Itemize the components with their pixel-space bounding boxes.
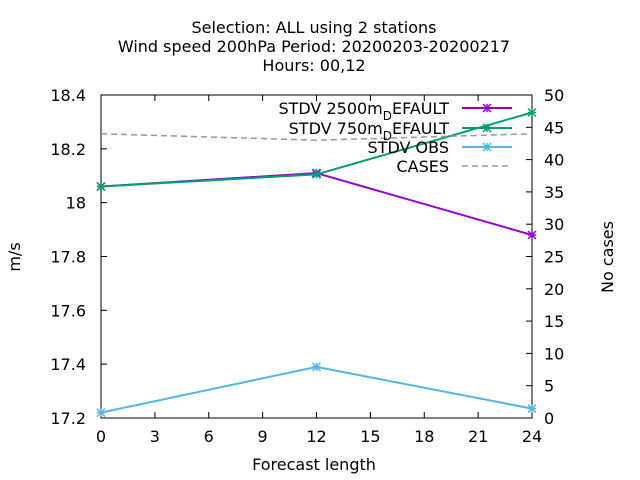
y2-tick-label: 5 (544, 377, 554, 396)
legend-label: STDV 750mDEFAULT (289, 119, 450, 143)
title-line-3: Hours: 00,12 (262, 56, 365, 75)
y2-axis-label: No cases (598, 221, 617, 293)
series-layer (96, 107, 537, 418)
x-tick-label: 6 (204, 427, 214, 446)
y2-tick-label: 40 (544, 151, 564, 170)
data-point (96, 408, 106, 418)
data-point (311, 362, 322, 372)
x-axis-label: Forecast length (252, 455, 376, 474)
chart-title: Selection: ALL using 2 stations Wind spe… (118, 18, 510, 75)
x-tick-label: 12 (306, 427, 326, 446)
y2-tick-label: 35 (544, 183, 564, 202)
x-tick-label: 9 (258, 427, 268, 446)
y2-tick-label: 20 (544, 280, 564, 299)
title-line-2: Wind speed 200hPa Period: 20200203-20200… (118, 37, 510, 56)
legend-marker (482, 123, 492, 133)
y-tick-label: 17.6 (50, 301, 86, 320)
y-tick-label: 18 (66, 194, 86, 213)
y-tick-label: 17.2 (50, 409, 86, 428)
y-tick-label: 17.4 (50, 355, 86, 374)
data-point (96, 181, 106, 192)
y2-tick-label: 50 (544, 86, 564, 105)
legend-marker (482, 142, 492, 152)
x-tick-label: 0 (96, 427, 106, 446)
legend-label: STDV 2500mDEFAULT (278, 99, 449, 123)
y-tick-label: 17.8 (50, 248, 86, 267)
y-axis: 17.2 17.4 17.6 17.8 18 18.2 18.4 (50, 86, 107, 428)
x-tick-label: 18 (414, 427, 434, 446)
title-line-1: Selection: ALL using 2 stations (191, 18, 436, 37)
y2-tick-label: 10 (544, 344, 564, 363)
legend-label: STDV OBS (368, 138, 449, 157)
legend-label: CASES (396, 157, 449, 176)
x-tick-label: 24 (522, 427, 542, 446)
legend-marker (482, 103, 492, 113)
y2-axis: 0 5 10 15 20 25 30 35 40 45 50 (526, 86, 564, 428)
data-point (527, 404, 537, 414)
y2-tick-label: 30 (544, 215, 564, 234)
x-tick-label: 21 (468, 427, 488, 446)
y2-tick-label: 25 (544, 248, 564, 267)
x-axis: 0 3 6 9 12 15 18 21 24 (96, 95, 542, 446)
y2-tick-label: 0 (544, 409, 554, 428)
y2-tick-label: 15 (544, 312, 564, 331)
series-line-3 (100, 365, 533, 414)
data-point (527, 230, 537, 240)
y2-tick-label: 45 (544, 118, 564, 137)
data-point (527, 107, 537, 118)
data-point (311, 169, 322, 179)
x-tick-label: 15 (360, 427, 380, 446)
x-tick-label: 3 (150, 427, 160, 446)
series-line-4 (100, 133, 533, 141)
y-tick-label: 18.2 (50, 140, 86, 159)
y-tick-label: 18.4 (50, 86, 86, 105)
y-axis-label: m/s (5, 242, 24, 271)
